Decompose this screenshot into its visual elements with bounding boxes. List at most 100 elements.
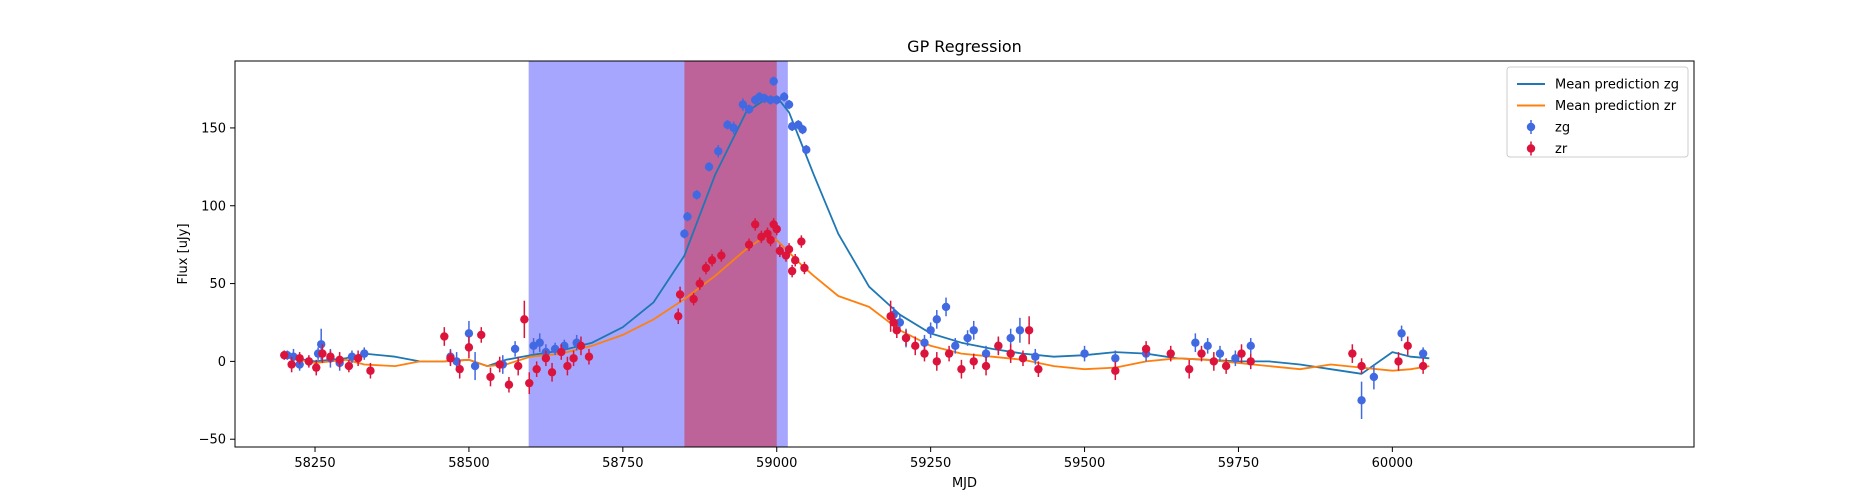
data-point [729, 123, 738, 133]
shaded-region-1 [528, 61, 788, 447]
data-point [584, 352, 594, 361]
x-axis-ticks: 58250 58500 58750 59000 59250 59500 59750 60000 [294, 447, 1413, 471]
legend-label-zg: zg [1555, 121, 1570, 136]
data-point [692, 190, 701, 200]
y-tick-label: 0 [218, 355, 226, 370]
plot-frame [234, 60, 1695, 448]
data-point [787, 266, 797, 276]
data-point [1215, 349, 1225, 358]
data-point [744, 240, 754, 249]
data-point [963, 333, 972, 343]
shaded-regions [528, 61, 788, 447]
data-point [802, 145, 811, 154]
x-tick-label: 58500 [448, 456, 489, 471]
data-point [886, 312, 895, 321]
data-point [569, 354, 578, 363]
data-point [797, 237, 806, 246]
data-point [981, 349, 991, 358]
data-point [763, 229, 772, 238]
data-point [1006, 349, 1015, 358]
data-point [541, 354, 551, 363]
data-point [695, 279, 704, 288]
data-point [680, 229, 689, 238]
data-point [287, 360, 296, 369]
data-point [520, 315, 529, 324]
shaded-region-2 [684, 61, 777, 447]
legend-label-mean-prediction-zg: Mean prediction zg [1555, 78, 1679, 93]
data-point [360, 349, 369, 358]
data-point [674, 312, 683, 321]
data-point [477, 330, 486, 340]
data-point [535, 338, 544, 347]
data-point [1141, 344, 1151, 354]
data-point [547, 368, 557, 377]
data-point [994, 341, 1003, 351]
x-tick-label: 59500 [1064, 456, 1105, 471]
data-point [969, 357, 978, 366]
data-point [1024, 326, 1034, 335]
data-point [683, 212, 692, 221]
data-point [304, 357, 314, 366]
data-point [784, 100, 794, 109]
data-point [738, 100, 748, 109]
data-point [295, 354, 304, 363]
data-point [892, 326, 901, 335]
data-point [951, 341, 960, 351]
data-point [1111, 354, 1120, 363]
data-point [772, 224, 781, 234]
data-point [1357, 396, 1366, 405]
data-point [1418, 361, 1428, 371]
data-point [486, 372, 495, 382]
data-point [504, 380, 514, 389]
legend-swatch-zg [1526, 122, 1536, 132]
data-point [791, 256, 800, 265]
x-tick-label: 59750 [1218, 456, 1259, 471]
y-axis-label: Flux [uJy] [176, 223, 191, 284]
data-point [781, 251, 791, 260]
data-point [1184, 364, 1194, 374]
data-point [769, 77, 778, 86]
data-point [560, 341, 569, 351]
data-point [1237, 349, 1246, 358]
data-point [932, 357, 941, 366]
data-point [525, 378, 534, 388]
data-point [920, 338, 929, 347]
x-tick-label: 59000 [756, 456, 797, 471]
data-point [557, 347, 566, 357]
data-point [784, 245, 794, 254]
data-point [772, 95, 781, 105]
legend-box [1506, 66, 1689, 158]
data-point [1006, 333, 1015, 343]
data-point [1394, 357, 1403, 366]
data-point [576, 341, 586, 351]
data-point [464, 329, 474, 338]
data-point [280, 350, 289, 360]
data-point [464, 343, 474, 352]
data-point [775, 246, 785, 256]
data-point [798, 125, 807, 134]
data-point [1166, 349, 1175, 358]
data-point [1111, 366, 1120, 375]
data-point [366, 366, 375, 375]
data-point [326, 352, 335, 361]
x-tick-label: 58250 [294, 456, 335, 471]
data-point [1348, 349, 1357, 358]
data-point [1015, 326, 1025, 335]
data-point [1369, 372, 1379, 382]
data-point [318, 349, 327, 358]
data-point [800, 263, 809, 273]
data-point [766, 235, 775, 245]
data-point [932, 315, 941, 324]
data-point [889, 318, 898, 327]
data-point [1203, 341, 1212, 351]
data-point [1231, 354, 1240, 363]
data-point [1246, 357, 1255, 366]
legend-swatch-zr [1526, 144, 1536, 153]
data-point [1197, 349, 1206, 358]
data-point [779, 92, 789, 101]
data-point [316, 340, 326, 349]
legend-label-zr: zr [1555, 142, 1568, 157]
data-point [1018, 354, 1028, 363]
x-axis-label: MJD [952, 476, 977, 491]
